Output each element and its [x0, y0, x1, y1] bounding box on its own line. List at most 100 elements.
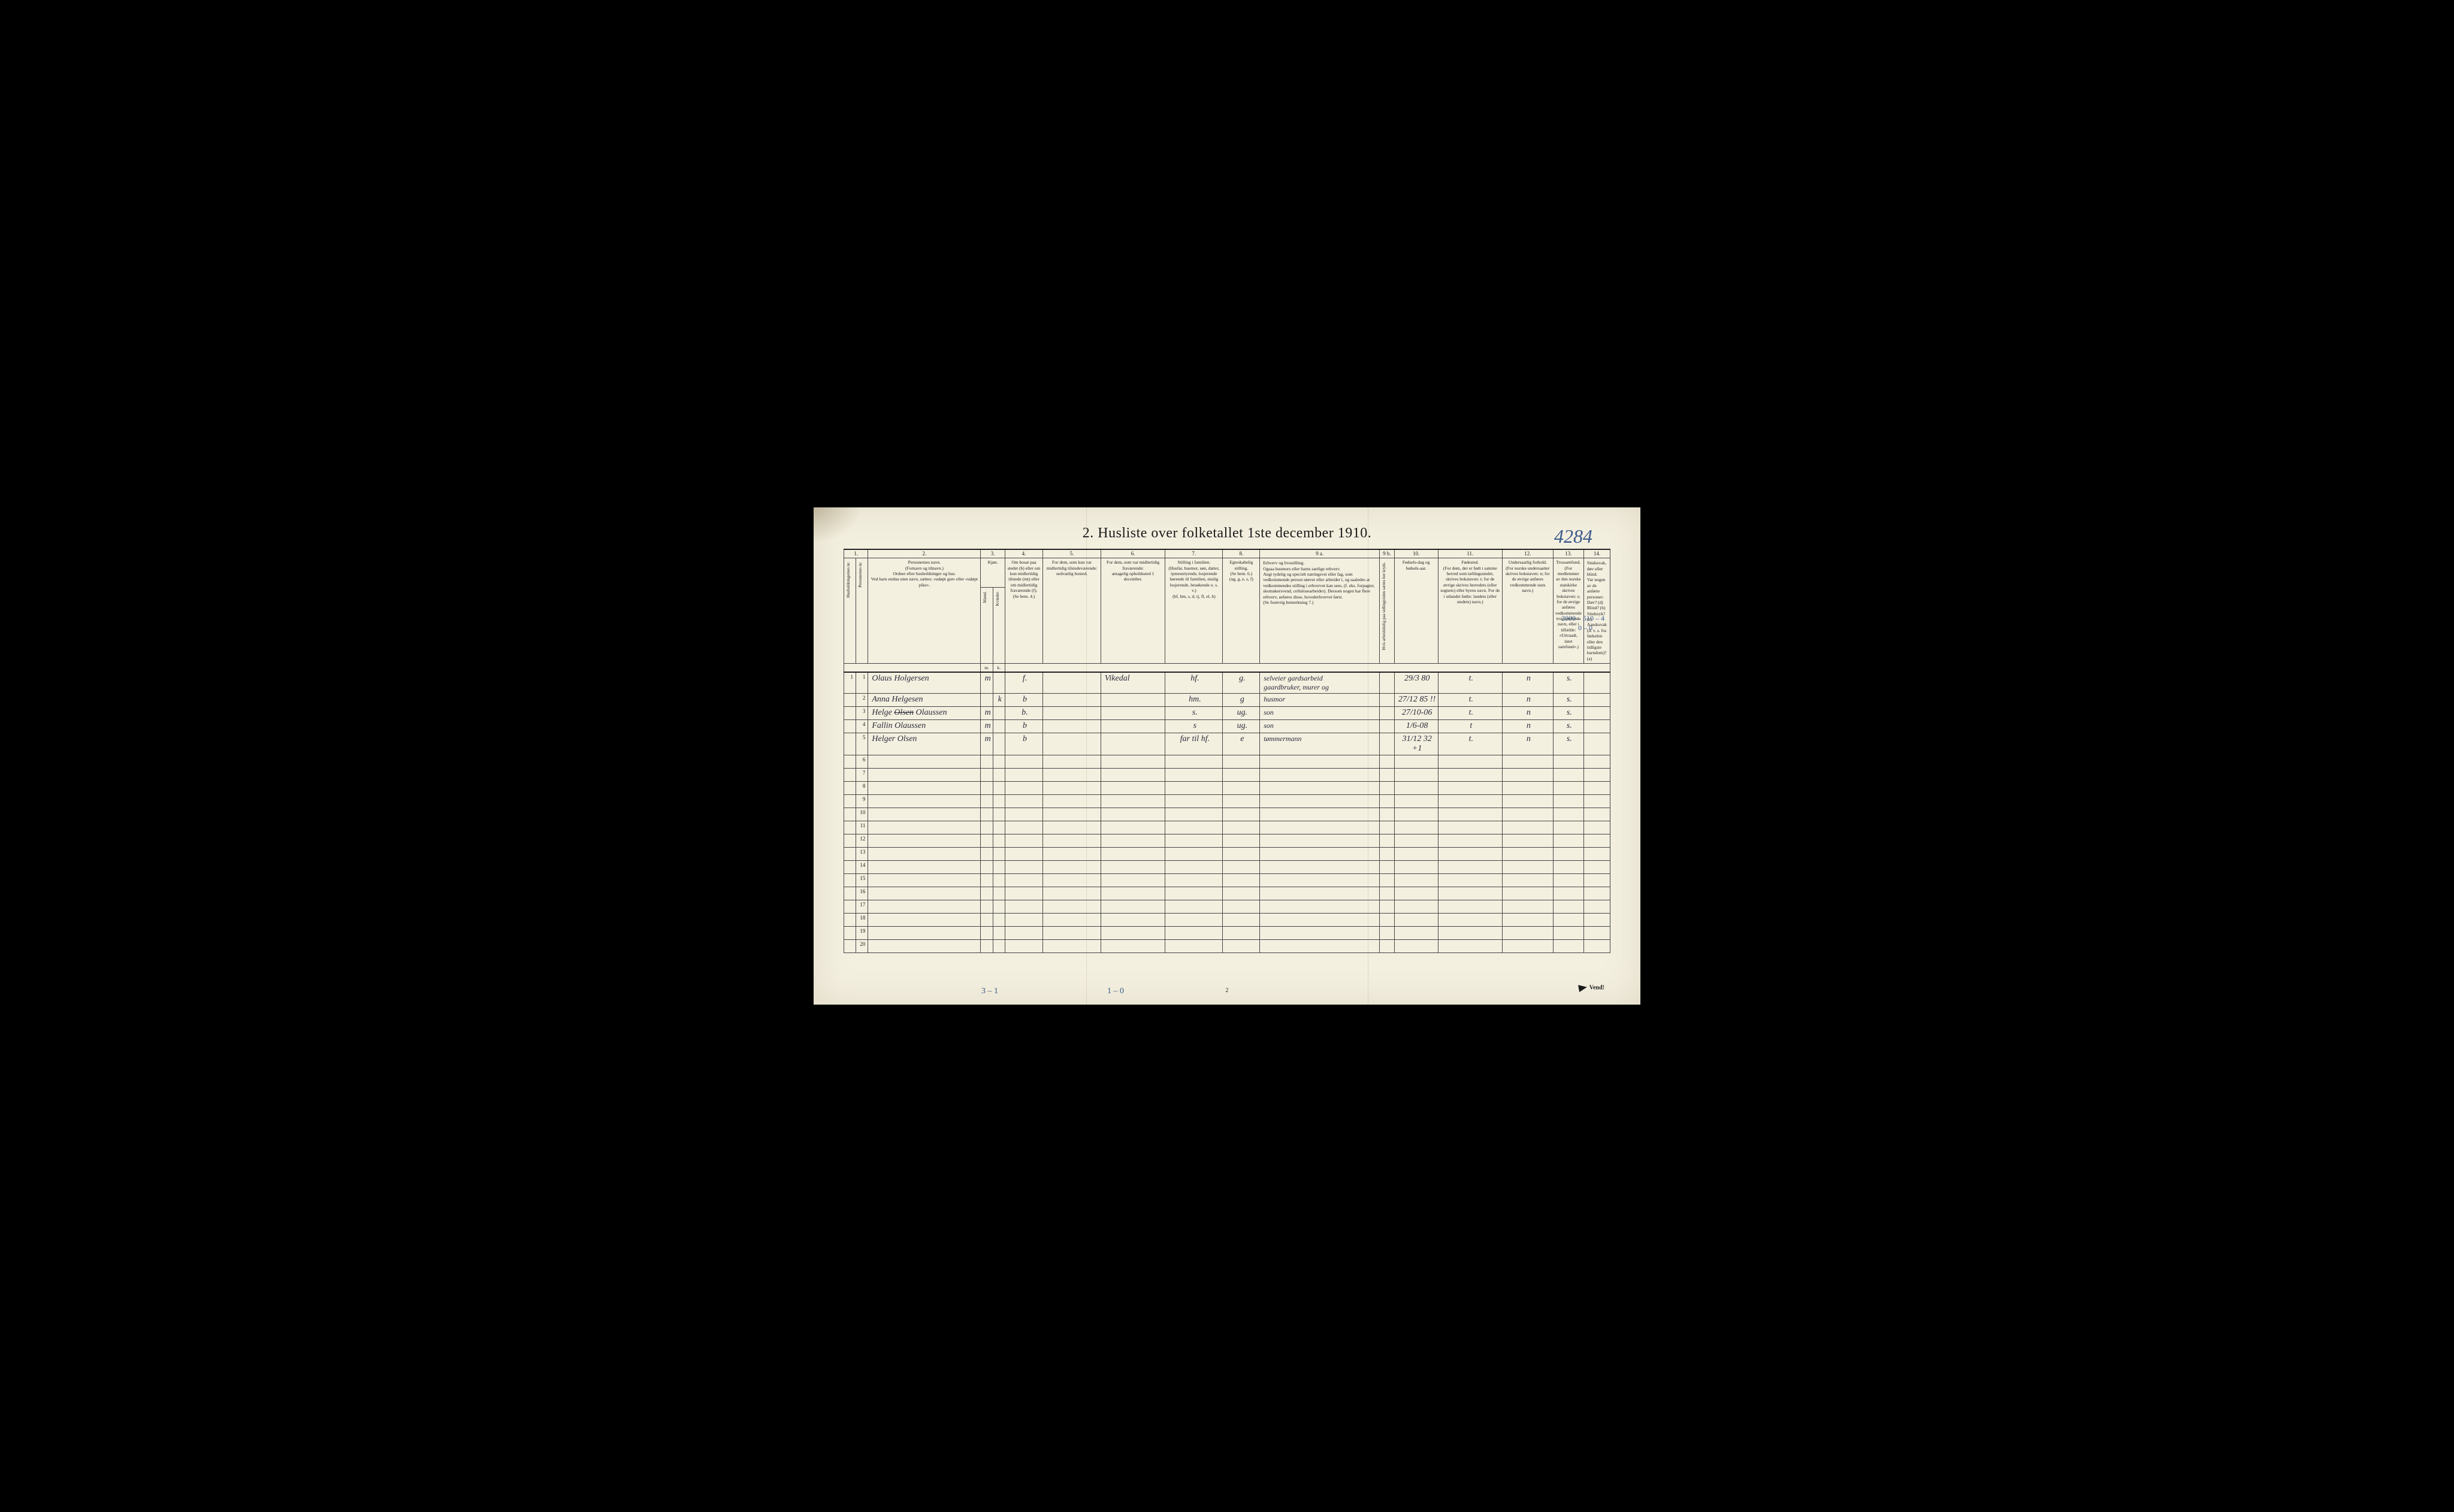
cell-empty [1223, 769, 1260, 782]
cell-empty [1394, 874, 1438, 887]
hushold-nr [844, 795, 856, 808]
person-nr: 18 [856, 914, 868, 927]
person-nr: 9 [856, 795, 868, 808]
cell-10: 27/10-06 [1394, 707, 1438, 720]
person-nr: 17 [856, 900, 868, 914]
cell-empty [1223, 861, 1260, 874]
hdr-8: Egteskabelig stilling. (Se bem. 6.) (ug,… [1223, 558, 1260, 664]
cell-sex-k [993, 720, 1005, 733]
cell-5 [1043, 707, 1101, 720]
cell-empty [1583, 795, 1610, 808]
cell-empty [1165, 914, 1223, 927]
cell-empty [981, 927, 993, 940]
cell-empty [981, 900, 993, 914]
cell-empty [1502, 769, 1553, 782]
hdr-10: Fødsels-dag og fødsels-aar. [1394, 558, 1438, 664]
cell-empty [1223, 914, 1260, 927]
cell-sex-m [981, 694, 993, 707]
cell-empty [1260, 782, 1380, 795]
cell-empty [1165, 834, 1223, 848]
cell-empty [1553, 887, 1583, 900]
cell-14 [1583, 720, 1610, 733]
cell-empty [1583, 834, 1610, 848]
note-right-top: 2000 – 510 – 4 [1561, 614, 1604, 623]
note-mid-bottom: 1 – 0 [1107, 987, 1124, 996]
cell-6 [1101, 720, 1165, 733]
cell-empty [1260, 940, 1380, 953]
cell-7: hf. [1165, 672, 1223, 694]
cell-empty [1380, 795, 1394, 808]
cell-14 [1583, 707, 1610, 720]
census-page: 4284 2. Husliste over folketallet 1ste d… [814, 507, 1640, 1005]
cell-empty [1043, 861, 1101, 874]
cell-empty [993, 808, 1005, 821]
cell-empty [1583, 861, 1610, 874]
cell-empty [1005, 914, 1042, 927]
cell-empty [981, 821, 993, 834]
cell-empty [981, 940, 993, 953]
cell-13: s. [1553, 672, 1583, 694]
cell-empty [1101, 795, 1165, 808]
table-row-empty: 10 [844, 808, 1610, 821]
cell-empty [1223, 927, 1260, 940]
cell-13: s. [1553, 707, 1583, 720]
cell-empty [1502, 755, 1553, 769]
hdr-11: Fødested. (For dem, der er født i samme … [1438, 558, 1502, 664]
cell-empty [868, 927, 981, 940]
hushold-nr: 1 [844, 672, 856, 694]
cell-empty [1101, 861, 1165, 874]
cell-empty [868, 821, 981, 834]
cell-10: 31/12 32 +1 [1394, 733, 1438, 755]
cell-12: n [1502, 720, 1553, 733]
cell-13: s. [1553, 733, 1583, 755]
cell-empty [1438, 782, 1502, 795]
cell-name: Helge Olsen Olaussen [868, 707, 981, 720]
cell-empty [1260, 795, 1380, 808]
cell-empty [1043, 834, 1101, 848]
cell-empty [1583, 874, 1610, 887]
person-nr: 19 [856, 927, 868, 940]
cell-empty [993, 834, 1005, 848]
cell-empty [1502, 848, 1553, 861]
cell-empty [993, 782, 1005, 795]
cell-empty [1438, 821, 1502, 834]
cell-empty [1553, 848, 1583, 861]
cell-empty [1223, 848, 1260, 861]
cell-empty [1380, 834, 1394, 848]
cell-8: ug. [1223, 707, 1260, 720]
hushold-nr [844, 707, 856, 720]
cell-empty [993, 914, 1005, 927]
cell-empty [1380, 900, 1394, 914]
cell-empty [1043, 782, 1101, 795]
cell-empty [1005, 834, 1042, 848]
cell-empty [1502, 900, 1553, 914]
cell-empty [1553, 808, 1583, 821]
cell-empty [1005, 848, 1042, 861]
cell-10: 1/6-08 [1394, 720, 1438, 733]
cell-empty [1223, 808, 1260, 821]
cell-empty [1438, 900, 1502, 914]
hdr-12: Undersaatlig forhold. (For norske unders… [1502, 558, 1553, 664]
colnum-12: 12. [1502, 549, 1553, 558]
cell-empty [868, 755, 981, 769]
cell-empty [1583, 755, 1610, 769]
table-row-empty: 18 [844, 914, 1610, 927]
colnum-2: 2. [868, 549, 981, 558]
hdr-4: Om bosat paa stedet (b) eller om kun mid… [1005, 558, 1042, 664]
cell-empty [1005, 940, 1042, 953]
cell-empty [1394, 795, 1438, 808]
table-row-empty: 16 [844, 887, 1610, 900]
cell-empty [1438, 927, 1502, 940]
hushold-nr [844, 927, 856, 940]
cell-empty [1553, 861, 1583, 874]
stain [814, 507, 862, 543]
colnum-9b: 9 b. [1380, 549, 1394, 558]
hushold-nr [844, 900, 856, 914]
hushold-nr [844, 848, 856, 861]
hdr-3b: Kvinder. [995, 589, 1001, 608]
table-row-empty: 9 [844, 795, 1610, 808]
cell-empty [1260, 861, 1380, 874]
cell-empty [1101, 874, 1165, 887]
cell-empty [1380, 927, 1394, 940]
fold-left [1086, 507, 1087, 1005]
